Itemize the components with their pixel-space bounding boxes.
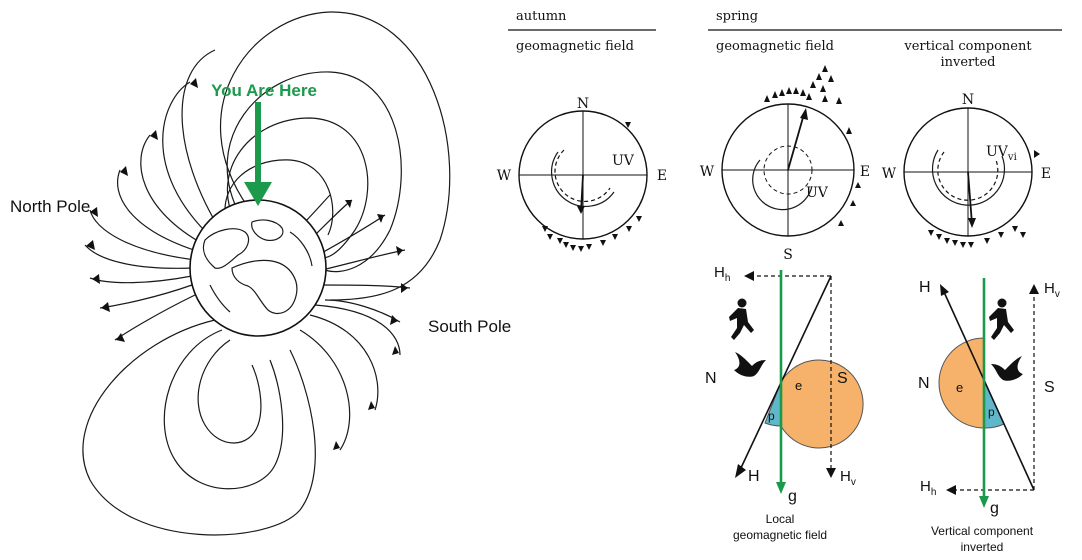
label-p-local: p	[768, 409, 775, 423]
bird-icon	[734, 352, 766, 377]
angle-e-wedge-inverted	[938, 337, 985, 429]
field-vector-h-inverted	[943, 291, 1035, 491]
bird-icon	[991, 356, 1023, 381]
label-hh-local: Hh	[714, 264, 730, 284]
compass-spring-markers	[764, 65, 861, 226]
compass-autumn-markers	[542, 122, 642, 252]
compass-inverted-markers	[928, 150, 1040, 248]
you-are-here-arrow	[244, 102, 272, 206]
header-inverted-sub-line1: vertical component	[903, 39, 1032, 54]
caption-local-line2: geomagnetic field	[733, 528, 827, 542]
header-autumn: autumn	[516, 9, 567, 24]
label-p-inverted: p	[988, 405, 995, 419]
compass-spring	[721, 65, 861, 237]
label-hv-inverted: Hv	[1044, 280, 1060, 300]
header-autumn-sub: geomagnetic field	[516, 39, 634, 54]
label-n-local: N	[705, 370, 717, 387]
compass-inverted-w: W	[882, 166, 897, 182]
compass-autumn-e: E	[657, 168, 667, 184]
compass-autumn-w: W	[497, 168, 512, 184]
label-h-local: H	[748, 468, 760, 485]
label-hv-local: Hv	[840, 468, 856, 488]
south-pole-label: South Pole	[428, 317, 511, 336]
label-n-inverted: N	[918, 375, 930, 392]
caption-inverted-line1: Vertical component	[931, 524, 1034, 538]
vector-diagram-inverted	[938, 278, 1039, 508]
compass-inverted-uv: UVvi	[986, 144, 1017, 163]
compass-autumn-uv: UV	[612, 153, 635, 169]
runner-icon	[989, 298, 1014, 340]
header-inverted-sub-line2: inverted	[940, 55, 995, 70]
angle-e-wedge-local	[780, 359, 864, 449]
label-e-local: e	[795, 378, 802, 393]
compass-spring-uv: UV	[806, 185, 829, 201]
compass-spring-e: E	[860, 164, 870, 180]
vector-diagram-local	[729, 270, 864, 494]
caption-inverted-line2: inverted	[961, 540, 1004, 554]
label-hh-inverted: Hh	[920, 478, 936, 498]
compass-inverted-n: N	[962, 92, 974, 108]
header-spring-sub: geomagnetic field	[716, 39, 834, 54]
label-e-inverted: e	[956, 380, 963, 395]
header-spring: spring	[716, 9, 758, 24]
field-arrowheads	[86, 78, 408, 450]
field-vector-h-local	[739, 275, 832, 471]
label-g-local: g	[788, 488, 797, 505]
earth-field-diagram	[82, 11, 451, 536]
compass-inverted-e: E	[1041, 166, 1051, 182]
compass-inverted	[903, 107, 1040, 248]
label-g-inverted: g	[990, 500, 999, 517]
column-headers: autumn geomagnetic field spring geomagne…	[508, 9, 1062, 70]
compass-spring-s: S	[783, 247, 793, 263]
compass-autumn-n: N	[577, 96, 589, 112]
caption-local-line1: Local	[766, 512, 795, 526]
label-h-inverted: H	[919, 279, 931, 296]
compass-autumn	[518, 110, 648, 252]
label-s-local: S	[837, 370, 848, 387]
compass-spring-w: W	[700, 164, 715, 180]
you-are-here-label: You Are Here	[211, 81, 317, 100]
label-s-inverted: S	[1044, 379, 1055, 396]
north-pole-label: North Pole	[10, 197, 90, 216]
runner-icon	[729, 298, 754, 340]
earth-globe	[189, 199, 327, 337]
